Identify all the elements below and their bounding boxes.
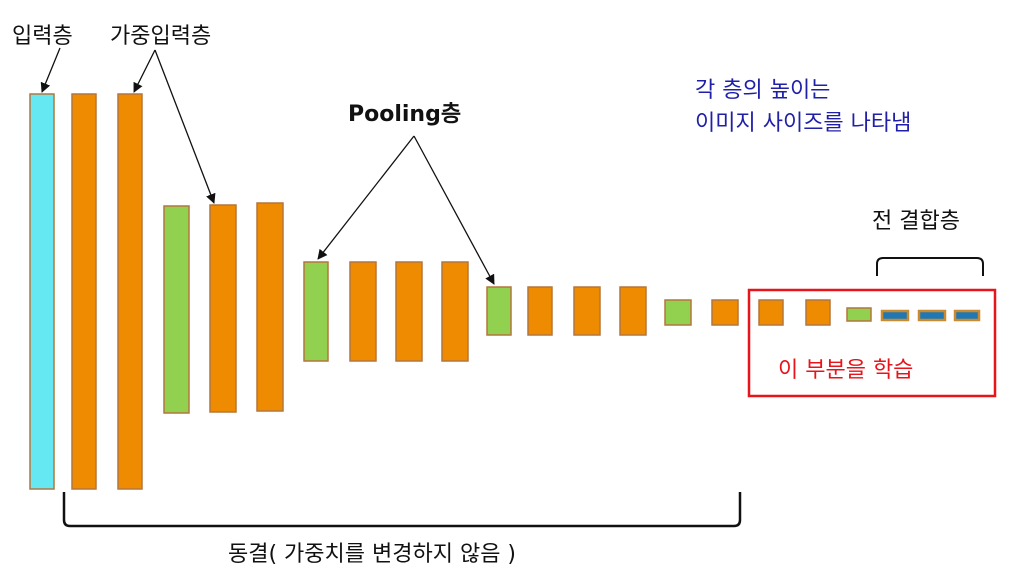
conv-layer-bar [619, 286, 647, 336]
pooling-layer-bar [163, 205, 190, 414]
fc-layer-bar [917, 309, 947, 322]
connectors [40, 47, 997, 528]
fc-layer-bar [880, 309, 910, 322]
conv-layer-bar [256, 202, 284, 412]
trainable-region-box [747, 288, 997, 398]
height-note-line2: 이미지 사이즈를 나타냄 [695, 111, 912, 136]
conv-layer-bar [117, 93, 143, 490]
pooling-arrow-2 [413, 135, 495, 285]
weighted-input-arrow-1 [133, 49, 156, 93]
conv-layer-bar [805, 299, 831, 326]
frozen-region-label: 동결( 가중치를 변경하지 않음 ) [228, 542, 517, 567]
train-region-label: 이 부분을 학습 [778, 358, 914, 383]
pooling-layer-bar [664, 299, 692, 326]
layer-bars [29, 93, 981, 490]
conv-layer-bar [441, 261, 469, 362]
input-layer-arrow [40, 47, 61, 93]
pooling-layer-bar [846, 307, 872, 322]
conv-layer-bar [71, 93, 97, 490]
pooling-layer-bar [486, 286, 512, 336]
height-note-line1: 각 층의 높이는 [695, 78, 831, 103]
weighted-input-arrow-2 [154, 49, 216, 204]
conv-layer-bar [758, 299, 784, 326]
fully-connected-label: 전 결합층 [872, 209, 960, 234]
pooling-layer-bar [303, 261, 329, 362]
input-layer-bar [29, 93, 55, 490]
fully-connected-bracket [876, 257, 984, 276]
fc-layer-bar [953, 309, 981, 322]
conv-layer-bar [349, 261, 377, 362]
pooling-arrow-1 [317, 135, 415, 260]
input-layer-label: 입력층 [12, 24, 73, 49]
conv-layer-bar [711, 299, 739, 326]
conv-layer-bar [395, 261, 423, 362]
conv-layer-bar [209, 204, 237, 413]
frozen-region-bracket [62, 492, 742, 528]
conv-layer-bar [573, 286, 601, 336]
weighted-input-layer-label: 가중입력층 [110, 24, 212, 49]
pooling-layer-label: Pooling층 [348, 102, 462, 127]
conv-layer-bar [527, 286, 553, 336]
